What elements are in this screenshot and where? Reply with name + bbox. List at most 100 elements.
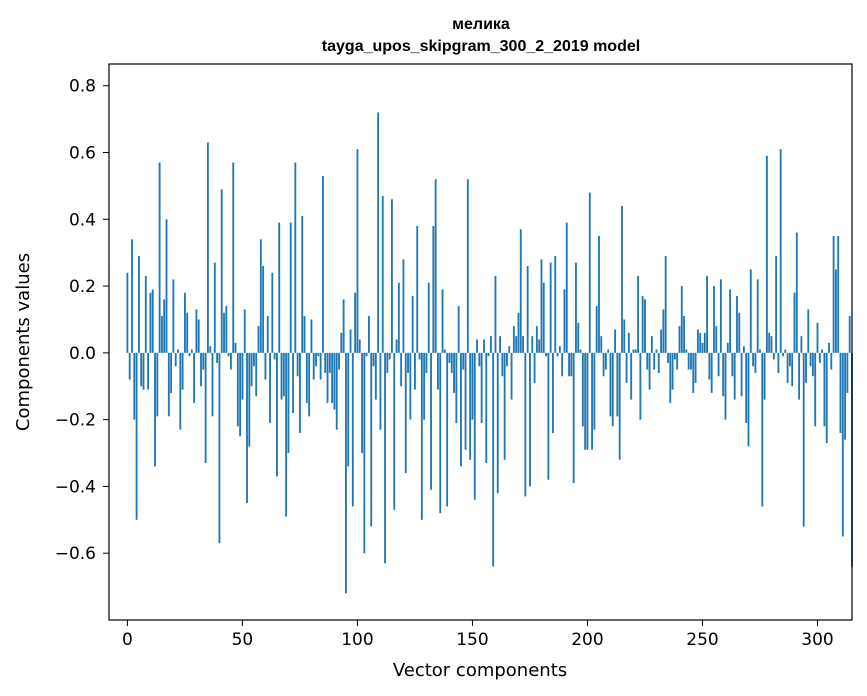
bar-27	[188, 352, 191, 357]
bar-140	[448, 352, 451, 363]
bar-223	[639, 352, 642, 420]
bar-98	[351, 352, 354, 507]
x-tick-label: 150	[456, 630, 488, 650]
bar-152	[476, 339, 478, 353]
bar-230	[655, 349, 658, 353]
bar-282	[775, 256, 778, 353]
bar-277	[763, 352, 766, 400]
bar-296	[807, 309, 810, 353]
bar-217	[625, 352, 628, 383]
bar-171	[519, 229, 522, 353]
bar-13	[156, 352, 159, 417]
bar-58	[259, 239, 262, 353]
bar-109	[377, 112, 380, 353]
bar-207	[602, 352, 605, 377]
bar-192	[568, 352, 570, 377]
bar-39	[216, 352, 219, 363]
bar-263	[731, 352, 734, 377]
bar-276	[761, 352, 764, 507]
bar-99	[354, 292, 357, 353]
bar-226	[646, 352, 649, 370]
bar-188	[558, 346, 561, 353]
bar-259	[722, 352, 725, 397]
x-tick-label: 300	[801, 630, 833, 650]
bar-66	[278, 222, 281, 353]
bar-161	[496, 352, 499, 494]
bar-107	[372, 352, 375, 367]
bar-303	[823, 352, 826, 427]
bar-178	[535, 326, 538, 353]
chart-title: мелика	[452, 16, 510, 33]
bar-150	[471, 352, 474, 420]
bar-187	[556, 352, 559, 357]
bar-272	[752, 352, 755, 367]
bar-144	[457, 306, 460, 353]
bar-314	[848, 316, 851, 353]
bar-105	[368, 316, 370, 353]
bar-44	[227, 352, 230, 357]
bars-group	[126, 112, 853, 594]
bar-67	[280, 352, 283, 400]
bar-312	[844, 352, 847, 440]
bar-201	[588, 192, 591, 353]
y-tick-label: −0.4	[55, 477, 96, 497]
bar-79	[308, 352, 311, 417]
bar-47	[234, 342, 237, 353]
bar-247	[694, 352, 697, 383]
bar-256	[715, 326, 718, 353]
bar-168	[512, 326, 515, 353]
bar-94	[342, 299, 345, 353]
bar-307	[832, 235, 835, 353]
bar-86	[324, 352, 327, 373]
bar-11	[151, 289, 154, 353]
bar-122	[407, 352, 409, 373]
chart-subtitle: tayga_upos_skipgram_300_2_2019 model	[322, 38, 640, 55]
bar-132	[430, 352, 432, 490]
bar-285	[782, 352, 784, 357]
x-tick-label: 250	[686, 630, 718, 650]
bar-274	[756, 279, 759, 353]
bar-162	[499, 336, 501, 353]
bar-271	[749, 269, 752, 353]
bar-183	[547, 352, 550, 480]
bar-278	[765, 155, 768, 353]
bar-268	[742, 346, 745, 353]
bar-273	[754, 352, 757, 373]
bar-170	[517, 312, 520, 353]
bar-151	[473, 352, 476, 500]
bar-8	[144, 276, 147, 353]
bar-155	[483, 339, 485, 353]
bar-237	[671, 352, 674, 390]
bar-117	[395, 339, 398, 353]
bar-35	[206, 142, 209, 353]
bar-265	[736, 296, 738, 353]
bar-97	[349, 329, 352, 353]
bar-19	[170, 352, 173, 393]
bar-224	[641, 296, 644, 353]
bar-65	[276, 352, 278, 477]
bar-301	[818, 352, 821, 363]
bar-159	[492, 352, 495, 567]
bar-38	[213, 262, 216, 353]
bar-189	[561, 352, 564, 377]
bar-299	[814, 352, 817, 427]
bar-246	[692, 352, 695, 393]
bar-118	[397, 282, 400, 353]
x-tick-label: 200	[571, 630, 603, 650]
bar-158	[489, 336, 492, 353]
bar-81	[312, 352, 315, 380]
bar-74	[296, 352, 299, 377]
bar-198	[581, 352, 584, 427]
bar-25	[183, 292, 186, 353]
bar-250	[701, 342, 704, 353]
bar-251	[703, 332, 706, 353]
bar-205	[598, 235, 600, 353]
bar-137	[441, 289, 444, 353]
bar-222	[637, 276, 639, 353]
bar-33	[202, 352, 205, 370]
bar-53	[248, 352, 251, 447]
bar-293	[800, 336, 803, 353]
bar-185	[552, 352, 554, 433]
bar-78	[305, 352, 308, 403]
bar-253	[708, 352, 711, 380]
